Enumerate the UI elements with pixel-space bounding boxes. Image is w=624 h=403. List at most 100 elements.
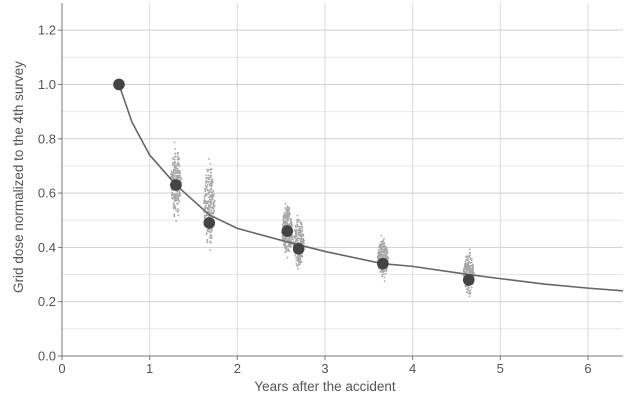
mean-point [281, 225, 294, 237]
scatter-point [298, 227, 301, 230]
scatter-point [286, 245, 289, 247]
scatter-point [208, 209, 211, 212]
scatter-point [469, 289, 472, 291]
scatter-point [471, 270, 474, 273]
scatter-point [299, 225, 301, 228]
scatter-point [206, 193, 209, 196]
scatter-point [205, 176, 207, 179]
scatter-point [178, 200, 181, 203]
scatter-point [299, 257, 302, 260]
scatter-point [387, 257, 390, 260]
scatter-point [298, 231, 300, 234]
y-tick-label: 0.4 [38, 240, 56, 255]
scatter-point [283, 242, 286, 245]
scatter-point [466, 288, 468, 291]
scatter-point [205, 204, 207, 207]
scatter-point [380, 253, 383, 256]
scatter-point [176, 210, 179, 213]
scatter-point [467, 261, 470, 264]
scatter-point [290, 238, 293, 240]
scatter-point [382, 255, 384, 258]
scatter-point [210, 236, 213, 239]
scatter-point [299, 258, 302, 261]
scatter-point [383, 276, 386, 279]
scatter-point [290, 217, 292, 220]
scatter-point [283, 211, 286, 214]
tick-labels: 0 1 2 3 4 5 6 0.0 0.2 0.4 0.6 0.8 1.0 1.2 [38, 23, 592, 376]
scatter-point [173, 194, 176, 196]
scatter-point [384, 255, 387, 258]
scatter-point [177, 209, 180, 212]
scatter-point [293, 236, 296, 239]
scatter-point [298, 263, 301, 266]
scatter-point [290, 221, 293, 224]
scatter-point [296, 229, 298, 232]
scatter-point [470, 268, 473, 270]
scatter-point [210, 169, 212, 171]
scatter-point [282, 215, 285, 218]
scatter-point [207, 181, 210, 184]
scatter-point [293, 229, 296, 231]
scatter-point [209, 234, 212, 237]
scatter-point [383, 280, 386, 282]
scatter-point [380, 243, 383, 245]
scatter-point [210, 191, 213, 194]
scatter-point [302, 233, 304, 236]
scatter-point [285, 250, 287, 252]
scatter-point [177, 161, 180, 164]
scatter-point [282, 219, 285, 222]
scatter-point [468, 256, 471, 259]
y-axis-label: Grid dose normalized to the 4th survey [11, 61, 26, 293]
scatter-point [206, 240, 208, 242]
y-tick-label: 0.0 [38, 349, 56, 364]
scatter-point [177, 151, 180, 154]
scatter-point [209, 241, 212, 243]
scatter-point [296, 219, 299, 222]
scatter-point [464, 271, 467, 273]
scatter-point [285, 216, 287, 219]
scatter-point [288, 250, 291, 253]
scatter-point [174, 198, 176, 200]
scatter-point [301, 254, 303, 257]
scatter-point [287, 210, 290, 213]
scatter-point [299, 240, 302, 243]
x-tick-label: 3 [321, 361, 328, 376]
scatter-point [210, 229, 213, 232]
scatter-point [173, 141, 176, 144]
y-tick-label: 0.6 [38, 186, 56, 201]
scatter-point [294, 224, 297, 227]
scatter-point [378, 246, 381, 248]
scatter-point [174, 155, 177, 158]
scatter-point [176, 207, 179, 210]
scatter-point [209, 187, 212, 190]
scatter-point [466, 291, 468, 294]
scatter-point [283, 245, 286, 248]
scatter-point [212, 201, 215, 204]
scatter-point [209, 196, 211, 198]
scatter-point [175, 164, 177, 167]
scatter-point [173, 169, 175, 172]
scatter-point [173, 158, 176, 161]
scatter-point [286, 205, 289, 208]
scatter-point [284, 214, 287, 217]
x-tick-label: 6 [584, 361, 591, 376]
scatter-point [175, 167, 178, 169]
mean-point [203, 217, 216, 229]
scatter-point [469, 271, 472, 274]
scatter-point [209, 200, 212, 203]
scatter-point [385, 251, 388, 254]
scatter-point [179, 174, 182, 177]
scatter-point [206, 170, 209, 173]
scatter-point [382, 273, 385, 276]
scatter-point [212, 181, 214, 184]
scatter-point [290, 224, 293, 226]
scatter-point [180, 178, 183, 181]
scatter-point [174, 148, 177, 150]
scatter-point [174, 205, 177, 208]
scatter-point [301, 255, 304, 258]
scatter-point [204, 184, 207, 187]
scatter-point [285, 247, 288, 250]
x-axis-label: Years after the accident [254, 379, 396, 394]
scatter-point [205, 182, 208, 184]
scatter-point [299, 261, 302, 264]
